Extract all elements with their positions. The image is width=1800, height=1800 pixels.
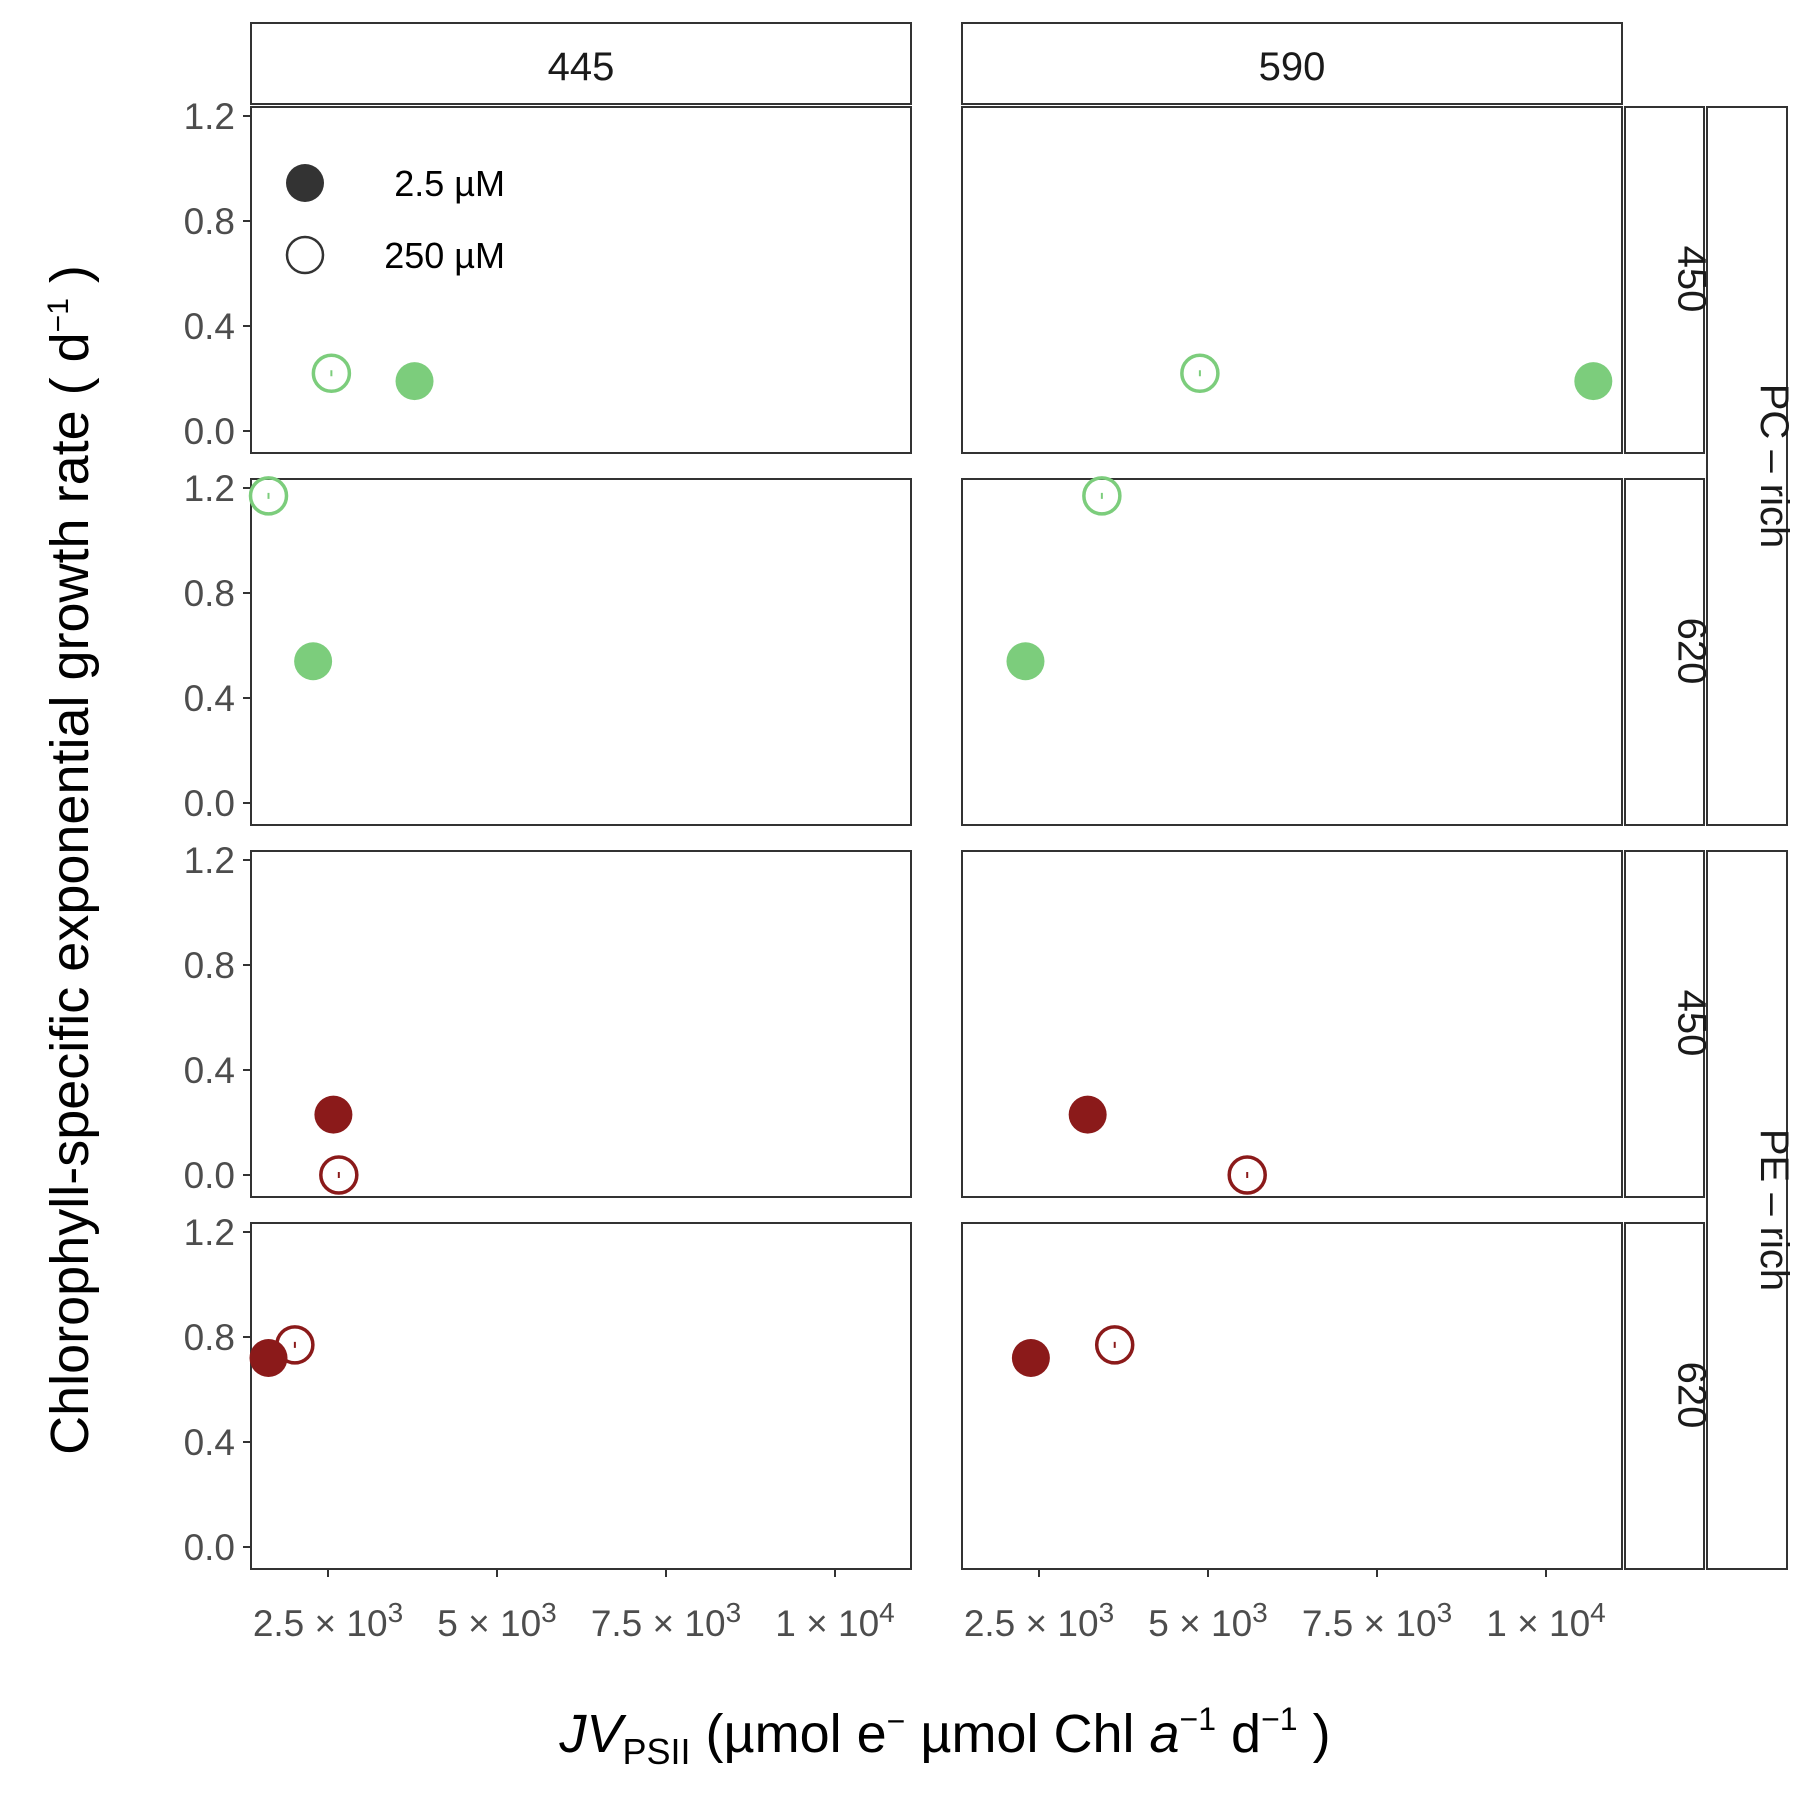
y-tick-label: 0.4: [184, 306, 235, 347]
y-axis-title: Chlorophyll-specific exponential growth …: [40, 265, 100, 1455]
y-axis-title-sup: −1: [42, 298, 75, 332]
x-tick-label: 5 × 103: [437, 1597, 556, 1644]
row-group-strip: [1706, 106, 1788, 826]
panel: [250, 850, 912, 1198]
y-tick-label: 0.0: [184, 1527, 235, 1568]
x-tick-exponent: 3: [388, 1597, 404, 1628]
row-group-strip-label: PE – rich: [1752, 1129, 1796, 1291]
data-point-open: [275, 1325, 315, 1365]
column-strip-590: [961, 22, 1623, 105]
y-tick-label: 0.8: [184, 573, 235, 614]
legend-label: 250 µM: [384, 235, 505, 276]
x-tick-exponent: 3: [726, 1597, 742, 1628]
data-point-open: [319, 1155, 359, 1195]
facet-panels: [250, 106, 1623, 1570]
row-group-strip-label: PC – rich: [1752, 384, 1796, 549]
row-group-strip: [1706, 850, 1788, 1570]
x-axis-title-chl: µmol Chl: [905, 1704, 1149, 1764]
x-tick-label: 5 × 103: [1148, 1597, 1267, 1644]
data-point-solid: [1011, 1339, 1050, 1377]
y-axis-title-main: Chlorophyll-specific exponential growth …: [40, 332, 100, 1455]
legend-key-solid: [286, 164, 324, 202]
panel: [961, 478, 1623, 826]
y-tick-label: 0.0: [184, 411, 235, 452]
x-tick-exponent: 3: [1252, 1597, 1268, 1628]
data-point-solid: [1574, 362, 1613, 401]
x-axis-title-open: (µmol e: [690, 1704, 886, 1764]
x-axis-title-sub: PSII: [622, 1731, 690, 1772]
column-strip-445: [250, 22, 912, 105]
y-tick-label: 0.8: [184, 201, 235, 242]
y-tick-label: 1.2: [184, 1212, 235, 1253]
y-tick-label: 0.0: [184, 1155, 235, 1196]
legend: 2.5 µM 250 µM: [285, 163, 505, 276]
x-tick-exponent: 3: [541, 1597, 557, 1628]
column-strip-label: 445: [548, 45, 615, 89]
x-axis-title-a: a: [1150, 1704, 1180, 1764]
data-point-solid: [294, 642, 333, 681]
x-tick-label: 1 × 104: [1486, 1597, 1605, 1644]
row-strip: [1624, 478, 1705, 826]
y-tick-label: 0.4: [184, 678, 235, 719]
data-point-open: [248, 476, 289, 516]
data-point-solid: [395, 362, 434, 401]
x-tick-label: 2.5 × 103: [253, 1597, 403, 1644]
panel: [250, 1222, 912, 1570]
y-tick-label: 0.0: [184, 783, 235, 824]
row-strip: [1624, 1222, 1705, 1570]
y-tick-label: 0.8: [184, 945, 235, 986]
x-tick-label: 7.5 × 103: [591, 1597, 741, 1644]
data-point-solid: [1006, 642, 1045, 681]
x-tick-label: 2.5 × 103: [964, 1597, 1114, 1644]
row-strip: [1624, 106, 1705, 454]
data-point-open: [311, 353, 352, 393]
x-axis-title-d: d: [1216, 1704, 1261, 1764]
panel: [961, 106, 1623, 454]
data-point-solid: [1068, 1095, 1107, 1134]
x-tick-exponent: 4: [1590, 1597, 1606, 1628]
x-axis-title-minus: −: [887, 1703, 906, 1739]
y-tick-label: 1.2: [184, 96, 235, 137]
data-point-open: [1180, 353, 1220, 393]
y-tick-label: 0.4: [184, 1422, 235, 1463]
axes: 0.0 0.4 0.8 1.2 0.0 0.4 0.8 1.2 0.0 0.4 0.8 1.2 0.0 0…: [184, 96, 1606, 1644]
panel: [961, 1222, 1623, 1570]
y-tick-label: 1.2: [184, 840, 235, 881]
x-tick-exponent: 4: [879, 1597, 895, 1628]
x-axis-title: JVPSII (µmol e− µmol Chl a−1 d−1 ): [558, 1701, 1330, 1772]
panel: [250, 478, 912, 826]
data-points: [248, 353, 1613, 1377]
x-tick-exponent: 3: [1099, 1597, 1115, 1628]
y-tick-label: 0.8: [184, 1317, 235, 1358]
data-point-solid: [314, 1095, 353, 1134]
row-strip: [1624, 850, 1705, 1198]
legend-label: 2.5 µM: [394, 163, 505, 204]
y-axis-title-close: ): [40, 265, 100, 298]
x-axis-title-close: ): [1298, 1704, 1331, 1764]
data-point-open: [1227, 1155, 1267, 1195]
x-axis-title-d-sup: −1: [1261, 1701, 1297, 1737]
legend-key-open: [285, 235, 325, 275]
x-axis-title-var: JV: [558, 1704, 627, 1764]
x-tick-label: 7.5 × 103: [1302, 1597, 1452, 1644]
data-point-open: [1082, 476, 1122, 516]
x-tick-exponent: 3: [1437, 1597, 1453, 1628]
y-tick-label: 0.4: [184, 1050, 235, 1091]
y-tick-label: 1.2: [184, 468, 235, 509]
x-axis-title-neg-one: −1: [1180, 1701, 1216, 1737]
panel: [250, 106, 912, 454]
column-strip-label: 590: [1259, 45, 1326, 89]
data-point-open: [1094, 1325, 1135, 1365]
x-tick-label: 1 × 104: [775, 1597, 894, 1644]
panel: [961, 850, 1623, 1198]
